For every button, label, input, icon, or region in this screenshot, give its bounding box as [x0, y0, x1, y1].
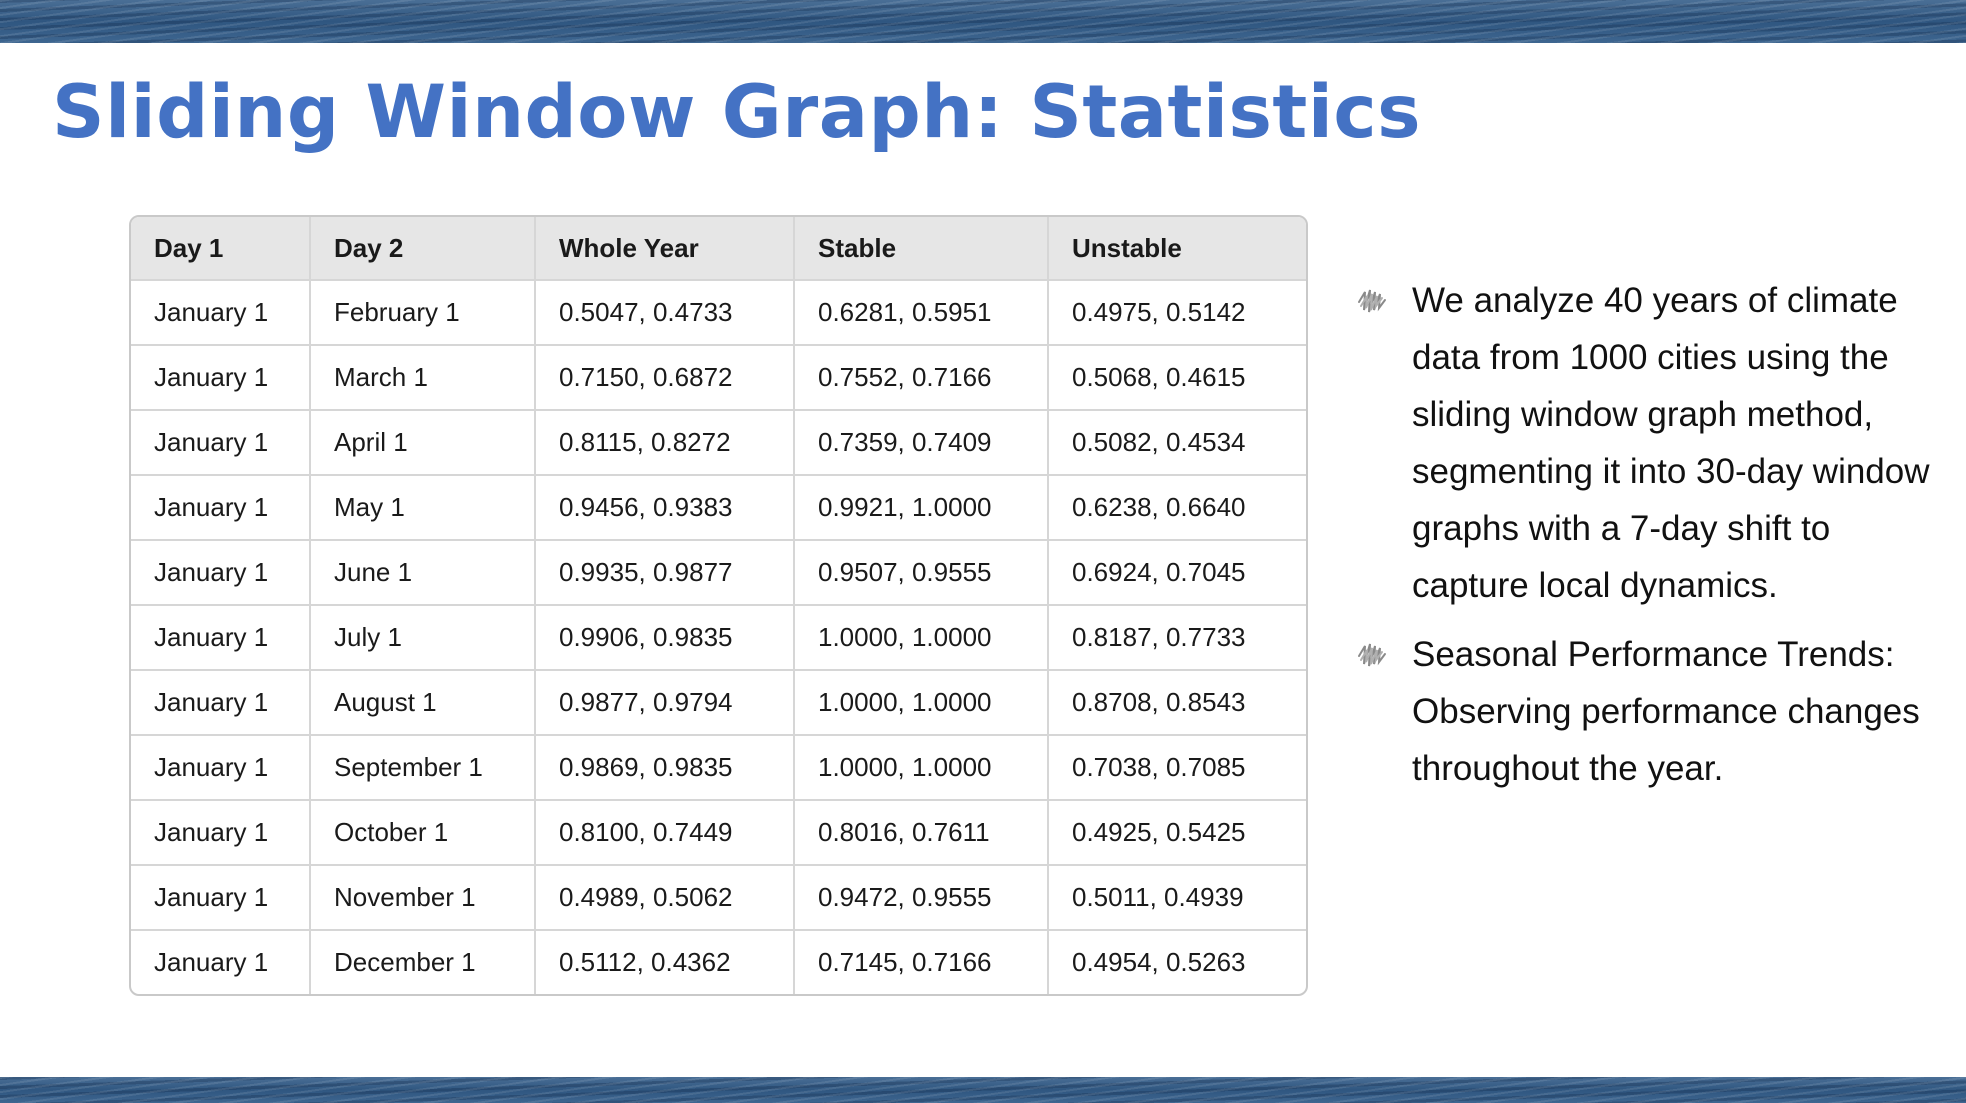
- header-day-1: Day 1: [131, 217, 311, 281]
- cell-unstable: 0.6924, 0.7045: [1048, 540, 1306, 606]
- cell-day-1: January 1: [131, 735, 311, 801]
- cell-day-1: January 1: [131, 475, 311, 541]
- cell-day-2: April 1: [310, 410, 536, 476]
- cell-unstable: 0.5068, 0.4615: [1048, 345, 1306, 411]
- cell-day-2: August 1: [310, 670, 536, 736]
- cell-whole-year: 0.8115, 0.8272: [535, 410, 795, 476]
- cell-day-1: January 1: [131, 800, 311, 866]
- cell-unstable: 0.4954, 0.5263: [1072, 947, 1246, 977]
- cell-unstable: 0.8708, 0.8543: [1048, 670, 1306, 736]
- bullet-item: Seasonal Performance Trends: Observing p…: [1350, 626, 1950, 797]
- cell-unstable: 0.4975, 0.5142: [1048, 280, 1306, 346]
- cell-whole-year: 0.4989, 0.5062: [535, 865, 795, 931]
- cell-unstable: 0.4925, 0.5425: [1048, 800, 1306, 866]
- bullet-list: We analyze 40 years of climate data from…: [1350, 272, 1950, 809]
- cell-stable: 0.7145, 0.7166: [794, 930, 1049, 994]
- cell-day-2: May 1: [310, 475, 536, 541]
- bullet-item: We analyze 40 years of climate data from…: [1350, 272, 1950, 614]
- table-row: January 1 March 1 0.7150, 0.6872 0.7552,…: [131, 345, 1306, 411]
- cell-whole-year: 0.5047, 0.4733: [535, 280, 795, 346]
- cell-day-1: January 1: [131, 605, 311, 671]
- statistics-table: Day 1 Day 2 Whole Year Stable Unstable J…: [129, 215, 1308, 996]
- water-texture-top-band: [0, 0, 1966, 43]
- cell-stable: 0.9921, 1.0000: [794, 475, 1049, 541]
- cell-day-2: July 1: [310, 605, 536, 671]
- table-header-row: Day 1 Day 2 Whole Year Stable Unstable: [131, 217, 1306, 281]
- cell-day-2: November 1: [310, 865, 536, 931]
- cell-whole-year: 0.5112, 0.4362: [535, 930, 795, 994]
- bullet-text: We analyze 40 years of climate data from…: [1412, 281, 1930, 605]
- table-row: January 1 April 1 0.8115, 0.8272 0.7359,…: [131, 410, 1306, 476]
- table-row: January 1 August 1 0.9877, 0.9794 1.0000…: [131, 670, 1306, 736]
- cell-stable: 1.0000, 1.0000: [794, 670, 1049, 736]
- cell-whole-year: 0.9869, 0.9835: [535, 735, 795, 801]
- table-row: January 1 November 1 0.4989, 0.5062 0.94…: [131, 865, 1306, 931]
- water-texture-bottom-band: [0, 1077, 1966, 1103]
- header-stable: Stable: [794, 217, 1049, 281]
- cell-day-2: June 1: [310, 540, 536, 606]
- cell-whole-year: 0.9935, 0.9877: [535, 540, 795, 606]
- cell-day-1: January 1: [131, 280, 311, 346]
- cell-day-1: January 1: [131, 345, 311, 411]
- table-row: January 1 February 1 0.5047, 0.4733 0.62…: [131, 280, 1306, 346]
- cell-whole-year: 0.9906, 0.9835: [535, 605, 795, 671]
- cell-stable: 1.0000, 1.0000: [794, 735, 1049, 801]
- scribble-bullet-icon: [1358, 289, 1386, 313]
- cell-day-2: December 1: [310, 930, 536, 994]
- cell-stable: 0.9507, 0.9555: [794, 540, 1049, 606]
- cell-stable: 0.6281, 0.5951: [794, 280, 1049, 346]
- cell-unstable: 0.6238, 0.6640: [1048, 475, 1306, 541]
- cell-unstable: 0.5082, 0.4534: [1048, 410, 1306, 476]
- cell-unstable: 0.5011, 0.4939: [1048, 865, 1306, 931]
- cell-day-1: January 1: [131, 540, 311, 606]
- table-row: January 1 June 1 0.9935, 0.9877 0.9507, …: [131, 540, 1306, 606]
- cell-day-2: September 1: [310, 735, 536, 801]
- table-row: January 1 September 1 0.9869, 0.9835 1.0…: [131, 735, 1306, 801]
- cell-day-1: January 1: [131, 865, 311, 931]
- cell-day-1: January 1: [131, 410, 311, 476]
- table-row: January 1 December 1 0.5112, 0.4362 0.71…: [131, 930, 1306, 994]
- cell-day-1: January 1: [131, 930, 311, 994]
- cell-day-2: March 1: [310, 345, 536, 411]
- cell-whole-year: 0.8100, 0.7449: [535, 800, 795, 866]
- cell-day-1: January 1: [131, 670, 311, 736]
- cell-unstable: 0.8187, 0.7733: [1048, 605, 1306, 671]
- cell-stable: 0.7552, 0.7166: [794, 345, 1049, 411]
- cell-stable: 0.9472, 0.9555: [794, 865, 1049, 931]
- header-whole-year: Whole Year: [535, 217, 795, 281]
- slide-title: Sliding Window Graph: Statistics: [52, 70, 1422, 155]
- header-unstable: Unstable: [1048, 217, 1306, 281]
- table-row: January 1 October 1 0.8100, 0.7449 0.801…: [131, 800, 1306, 866]
- cell-unstable: 0.7038, 0.7085: [1048, 735, 1306, 801]
- cell-day-2: October 1: [310, 800, 536, 866]
- cell-stable: 0.8016, 0.7611: [794, 800, 1049, 866]
- cell-whole-year: 0.7150, 0.6872: [535, 345, 795, 411]
- cell-whole-year: 0.9456, 0.9383: [535, 475, 795, 541]
- scribble-bullet-icon: [1358, 643, 1386, 667]
- table-row: January 1 May 1 0.9456, 0.9383 0.9921, 1…: [131, 475, 1306, 541]
- bullet-text: Seasonal Performance Trends: Observing p…: [1412, 635, 1920, 788]
- table-row: January 1 July 1 0.9906, 0.9835 1.0000, …: [131, 605, 1306, 671]
- cell-day-2: February 1: [310, 280, 536, 346]
- header-day-2: Day 2: [310, 217, 536, 281]
- cell-stable: 0.7359, 0.7409: [794, 410, 1049, 476]
- cell-stable: 1.0000, 1.0000: [794, 605, 1049, 671]
- cell-whole-year: 0.9877, 0.9794: [535, 670, 795, 736]
